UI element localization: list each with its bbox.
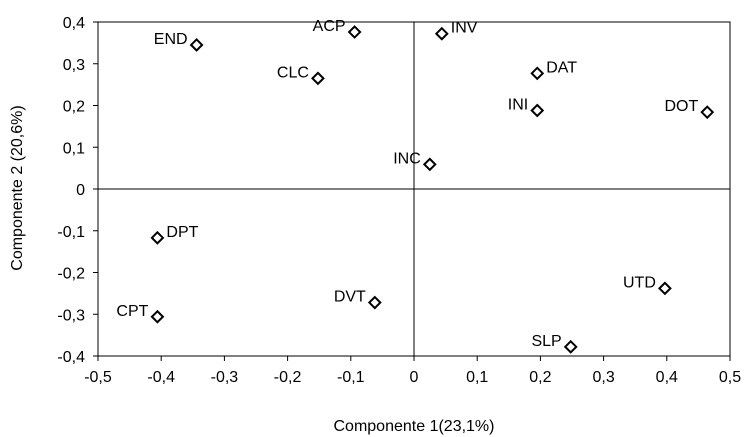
point-label-acp: ACP — [313, 18, 346, 35]
y-tick-label: -0,3 — [57, 307, 85, 324]
y-tick-label: -0,2 — [57, 266, 85, 283]
x-tick-label: 0 — [410, 369, 419, 386]
x-axis-ticks: -0,5 -0,4 -0,3 -0,2 -0,1 0 0,1 0,2 0,3 0,4 0,5 — [84, 356, 741, 386]
x-tick-label: 0,3 — [592, 369, 614, 386]
point-label-slp: SLP — [531, 333, 561, 350]
x-tick-label: -0,1 — [337, 369, 365, 386]
x-tick-label: -0,5 — [84, 369, 112, 386]
x-axis-label: Componente 1(23,1%) — [334, 418, 495, 435]
point-label-cpt: CPT — [116, 303, 148, 320]
point-label-inv: INV — [451, 20, 478, 37]
data-point-utd — [657, 281, 672, 296]
data-point-clc — [311, 71, 325, 86]
data-points: END ACP INV CLC DAT INI DOT INC DPT DVT CPT UTD SLP — [116, 18, 715, 354]
data-point-dvt — [367, 295, 382, 310]
x-tick-label: 0,2 — [529, 369, 551, 386]
y-tick-label: 0 — [76, 182, 85, 199]
point-label-end: END — [154, 31, 188, 48]
data-point-dot — [700, 105, 715, 120]
y-tick-label: 0,3 — [63, 57, 85, 74]
y-axis-ticks: 0,4 0,3 0,2 0,1 0 -0,1 -0,2 -0,3 -0,4 — [57, 15, 98, 366]
y-tick-label: 0,2 — [63, 99, 85, 116]
y-axis-label: Componente 2 (20,6%) — [9, 105, 26, 270]
x-tick-label: 0,4 — [656, 369, 678, 386]
data-point-dat — [530, 66, 545, 81]
point-label-inc: INC — [393, 150, 421, 167]
x-tick-label: 0,1 — [466, 369, 488, 386]
point-label-dvt: DVT — [334, 289, 366, 306]
point-label-dat: DAT — [546, 59, 577, 76]
x-tick-label: -0,2 — [274, 369, 302, 386]
point-label-ini: INI — [508, 97, 528, 114]
data-point-slp — [563, 339, 578, 354]
point-label-dpt: DPT — [166, 224, 198, 241]
data-point-dpt — [150, 230, 165, 245]
point-label-utd: UTD — [623, 274, 656, 291]
data-point-inv — [434, 26, 449, 41]
data-point-inc — [422, 157, 437, 172]
data-point-end — [189, 38, 204, 52]
y-tick-label: -0,4 — [57, 349, 85, 366]
data-point-acp — [347, 25, 362, 39]
zero-lines — [98, 22, 730, 356]
point-label-dot: DOT — [664, 98, 698, 115]
x-tick-label: -0,4 — [147, 369, 175, 386]
x-tick-label: -0,3 — [211, 369, 239, 386]
point-label-clc: CLC — [277, 64, 309, 81]
y-tick-label: -0,1 — [57, 224, 85, 241]
x-tick-label: 0,5 — [719, 369, 741, 386]
y-tick-label: 0,1 — [63, 140, 85, 157]
data-point-cpt — [150, 309, 165, 324]
data-point-ini — [530, 103, 545, 118]
y-tick-label: 0,4 — [63, 15, 85, 32]
